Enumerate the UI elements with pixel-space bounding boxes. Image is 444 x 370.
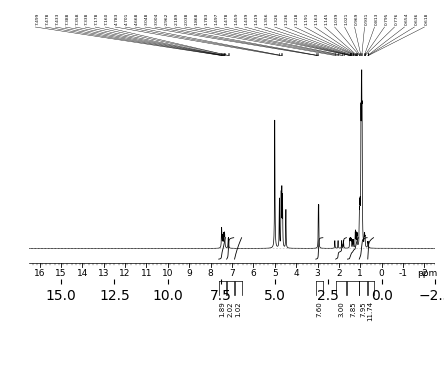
Text: 7.178: 7.178 — [95, 13, 99, 26]
Text: 1.039: 1.039 — [335, 13, 339, 26]
Text: 2.962: 2.962 — [165, 13, 169, 26]
Text: 1.459: 1.459 — [235, 13, 239, 26]
Text: 2.189: 2.189 — [175, 13, 179, 26]
Text: 6: 6 — [250, 269, 256, 278]
Text: 7.499: 7.499 — [35, 13, 39, 26]
Text: 1.419: 1.419 — [255, 13, 259, 26]
Text: 5: 5 — [272, 269, 278, 278]
Text: 0.618: 0.618 — [424, 13, 428, 26]
Text: 7.60: 7.60 — [316, 301, 322, 317]
Text: 11.74: 11.74 — [368, 301, 374, 321]
Text: 4.701: 4.701 — [125, 13, 129, 26]
Text: 7.358: 7.358 — [75, 13, 79, 26]
Text: 15: 15 — [55, 269, 67, 278]
Text: 1.439: 1.439 — [245, 13, 249, 26]
Text: 1.356: 1.356 — [265, 13, 269, 26]
Text: 7.338: 7.338 — [85, 13, 89, 26]
Text: 3: 3 — [315, 269, 321, 278]
Text: 1.021: 1.021 — [345, 13, 349, 26]
Text: 1.478: 1.478 — [225, 13, 229, 26]
Text: 3.004: 3.004 — [155, 13, 159, 26]
Text: 0.813: 0.813 — [375, 13, 379, 26]
Text: -2: -2 — [420, 269, 429, 278]
Text: 0: 0 — [379, 269, 385, 278]
Text: ppm: ppm — [417, 269, 437, 278]
Text: 1.02: 1.02 — [235, 301, 241, 317]
Text: 9: 9 — [186, 269, 192, 278]
Text: 7.95: 7.95 — [360, 301, 366, 317]
Text: 7.388: 7.388 — [65, 13, 69, 26]
Text: 16: 16 — [34, 269, 45, 278]
Text: 4: 4 — [293, 269, 299, 278]
Text: 0.931: 0.931 — [365, 13, 369, 26]
Text: 11: 11 — [141, 269, 152, 278]
Text: 0.776: 0.776 — [395, 13, 399, 26]
Text: 1.145: 1.145 — [325, 13, 329, 26]
Text: 14: 14 — [77, 269, 88, 278]
Text: 7.478: 7.478 — [45, 13, 49, 26]
Text: 7.160: 7.160 — [105, 13, 109, 26]
Text: 1.218: 1.218 — [295, 13, 299, 26]
Text: 2: 2 — [336, 269, 342, 278]
Text: 4.783: 4.783 — [115, 13, 119, 26]
Text: 12: 12 — [119, 269, 131, 278]
Text: 0.969: 0.969 — [355, 13, 359, 26]
Text: 2.038: 2.038 — [185, 13, 189, 26]
Text: 0.795: 0.795 — [385, 13, 388, 26]
Text: 13: 13 — [98, 269, 110, 278]
Text: 1.497: 1.497 — [215, 13, 219, 26]
Text: 1: 1 — [357, 269, 363, 278]
Text: 7: 7 — [229, 269, 235, 278]
Text: 2.02: 2.02 — [227, 301, 233, 317]
Text: 1.236: 1.236 — [285, 13, 289, 26]
Text: 1.191: 1.191 — [305, 13, 309, 26]
Text: 1.783: 1.783 — [205, 13, 209, 26]
Text: 10: 10 — [162, 269, 174, 278]
Text: 8: 8 — [208, 269, 214, 278]
Text: 1.326: 1.326 — [275, 13, 279, 26]
Text: 7.85: 7.85 — [350, 301, 356, 317]
Text: 3.00: 3.00 — [338, 301, 344, 317]
Text: 0.636: 0.636 — [414, 13, 418, 26]
Text: 1.163: 1.163 — [315, 13, 319, 26]
Text: 1.868: 1.868 — [195, 13, 199, 26]
Text: 1.89: 1.89 — [219, 301, 225, 317]
Text: 4.668: 4.668 — [135, 13, 139, 26]
Text: 0.654: 0.654 — [404, 13, 408, 26]
Text: 7.433: 7.433 — [55, 13, 59, 26]
Text: -1: -1 — [399, 269, 408, 278]
Text: 3.048: 3.048 — [145, 13, 149, 26]
